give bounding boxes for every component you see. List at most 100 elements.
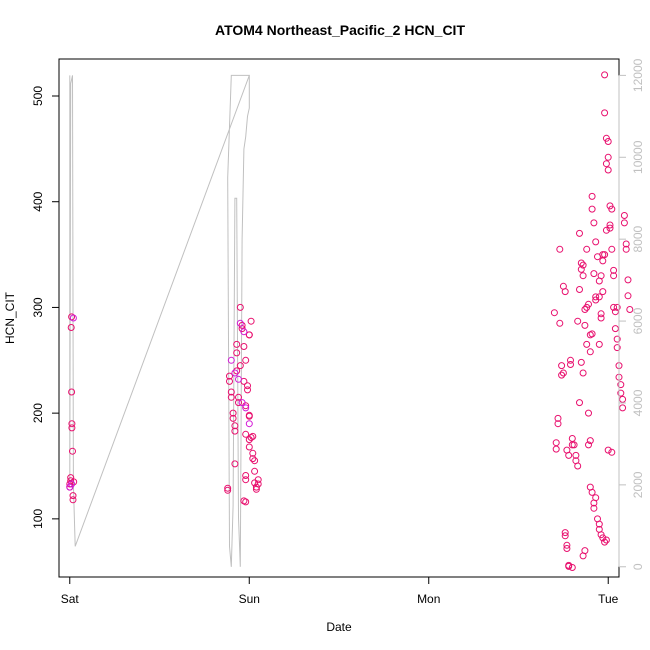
data-point — [563, 541, 571, 549]
data-point — [577, 265, 585, 273]
data-point — [608, 245, 616, 253]
data-point — [592, 293, 600, 301]
data-point — [245, 443, 253, 451]
data-point — [565, 451, 573, 459]
data-point — [608, 205, 616, 213]
data-point — [240, 328, 248, 336]
data-point — [599, 534, 607, 542]
data-point — [610, 272, 618, 280]
data-point — [592, 494, 600, 502]
data-point — [233, 367, 241, 375]
data-point — [581, 547, 589, 555]
data-point — [251, 467, 259, 475]
data-point — [624, 276, 632, 284]
data-point — [610, 303, 618, 311]
data-point — [611, 325, 619, 333]
y-tick-label: 400 — [31, 191, 45, 211]
data-point — [68, 424, 76, 432]
data-point — [610, 266, 618, 274]
data-point — [242, 404, 250, 412]
data-point — [581, 306, 589, 313]
data-point — [233, 349, 241, 357]
data-point — [247, 434, 255, 441]
data-point — [611, 308, 619, 316]
y-axis-left: 100 200 300 400 500 — [31, 86, 60, 529]
data-point — [68, 313, 76, 321]
y2-tick-label: 10000 — [631, 140, 645, 174]
point-series — [66, 71, 634, 571]
data-point — [613, 303, 621, 311]
data-point — [70, 478, 78, 486]
data-point — [568, 564, 576, 571]
data-point — [626, 306, 634, 313]
data-point — [563, 545, 571, 552]
data-point — [254, 476, 262, 484]
data-point — [606, 224, 614, 232]
data-point — [606, 221, 614, 229]
data-point — [244, 382, 251, 390]
data-point — [572, 451, 580, 459]
y2-tick-label: 4000 — [631, 389, 645, 416]
data-point — [69, 314, 77, 322]
data-point — [590, 270, 598, 278]
data-point — [579, 369, 587, 377]
data-point — [242, 472, 250, 479]
data-point — [602, 536, 610, 544]
x-tick-label: Tue — [598, 592, 619, 606]
data-point — [588, 330, 596, 338]
data-point — [69, 492, 77, 500]
data-point — [67, 324, 75, 331]
data-point — [583, 340, 591, 348]
data-point — [558, 371, 566, 379]
data-point — [69, 496, 77, 504]
data-point — [229, 409, 237, 417]
data-point — [231, 422, 239, 430]
data-point — [231, 427, 239, 435]
data-point — [586, 437, 594, 445]
data-point — [597, 272, 605, 280]
data-point — [231, 369, 239, 377]
y-tick-label: 500 — [31, 86, 45, 106]
data-point — [554, 414, 562, 422]
data-point — [556, 245, 564, 253]
data-point — [617, 381, 625, 389]
data-point — [242, 476, 250, 484]
data-point — [242, 498, 250, 506]
data-point — [599, 288, 607, 296]
x-axis: Sat Sun Mon Tue — [61, 576, 619, 606]
data-point — [624, 292, 632, 300]
y2-tick-label: 0 — [631, 563, 645, 570]
data-point — [601, 71, 609, 79]
data-point — [620, 219, 628, 227]
data-point — [249, 432, 257, 440]
data-point — [579, 272, 587, 280]
data-point — [568, 435, 576, 442]
data-point — [604, 166, 612, 174]
data-point — [622, 245, 630, 253]
data-point — [592, 238, 600, 246]
data-point — [558, 362, 566, 370]
data-point — [552, 439, 560, 447]
data-point — [227, 356, 235, 364]
data-point — [617, 389, 625, 397]
data-point — [561, 532, 569, 540]
y2-tick-label: 2000 — [631, 471, 645, 498]
data-point — [227, 388, 235, 396]
data-point — [254, 480, 262, 488]
data-point — [227, 393, 235, 401]
data-point — [226, 377, 233, 385]
data-point — [247, 317, 255, 325]
data-point — [233, 340, 241, 348]
plot-frame — [58, 58, 620, 578]
data-point — [574, 317, 582, 325]
data-point — [229, 414, 237, 422]
data-point — [622, 240, 630, 248]
data-point — [604, 153, 612, 161]
data-point — [595, 520, 603, 528]
data-point — [576, 229, 583, 237]
data-point — [585, 300, 592, 308]
y2-tick-label: 6000 — [631, 307, 645, 334]
data-point — [236, 303, 244, 311]
data-point — [224, 484, 232, 492]
data-point — [559, 369, 567, 377]
